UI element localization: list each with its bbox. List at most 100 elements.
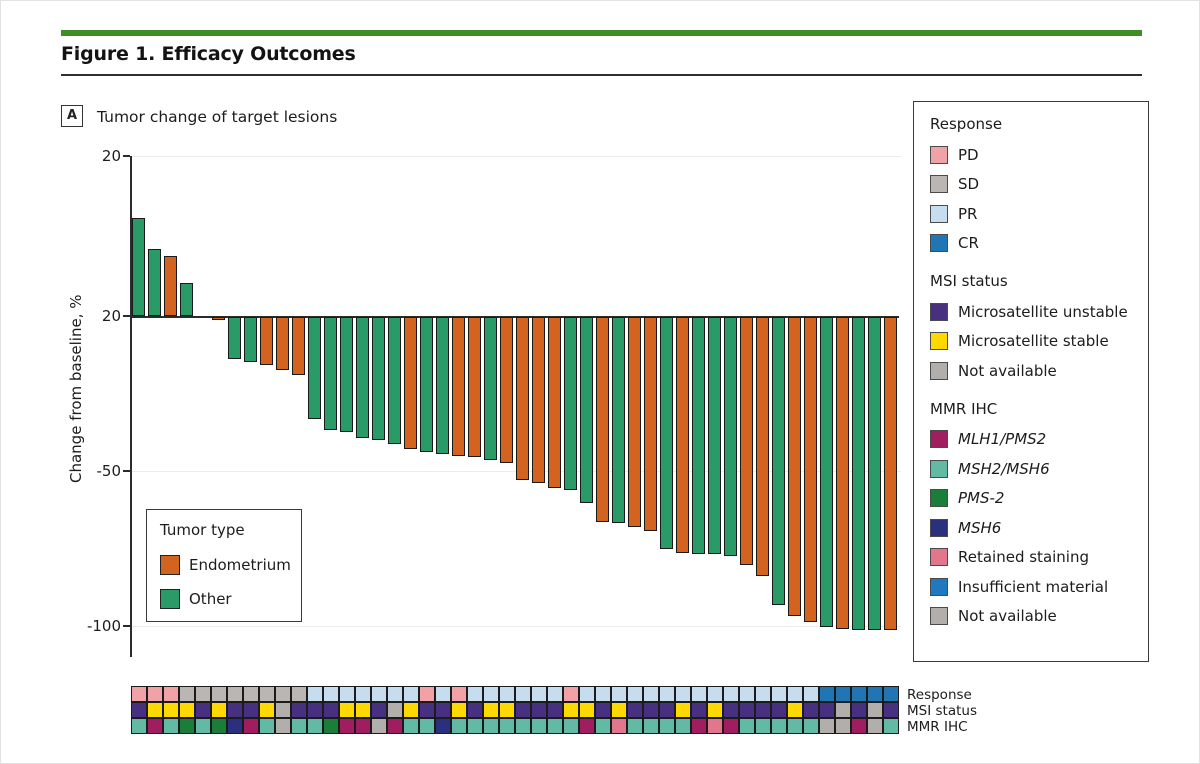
waterfall-bar xyxy=(212,317,225,321)
heatmap-cell xyxy=(707,702,723,718)
heatmap-cell xyxy=(227,718,243,734)
legend-item-label: Endometrium xyxy=(189,556,291,574)
heatmap-cell xyxy=(723,718,739,734)
y-tick-label: -50 xyxy=(96,462,122,480)
heatmap-cell xyxy=(835,686,851,702)
heatmap-cell xyxy=(307,686,323,702)
heatmap-cell xyxy=(323,702,339,718)
heatmap-cell xyxy=(387,718,403,734)
heatmap-cell xyxy=(243,718,259,734)
legend-item-label: Insufficient material xyxy=(958,577,1109,596)
legend-swatch xyxy=(930,548,948,567)
waterfall-bar xyxy=(676,317,689,553)
y-tick xyxy=(123,470,130,472)
heatmap-cell xyxy=(547,718,563,734)
heatmap-cell xyxy=(307,718,323,734)
legend-item: Microsatellite stable xyxy=(930,327,1148,357)
y-tick-label: 20 xyxy=(101,307,121,325)
waterfall-bar xyxy=(564,317,577,490)
legend-item: SD xyxy=(930,170,1148,200)
heatmap-cell xyxy=(403,718,419,734)
heatmap-cell xyxy=(531,702,547,718)
heatmap-cell xyxy=(531,686,547,702)
waterfall-bar xyxy=(772,317,785,606)
waterfall-bar xyxy=(420,317,433,452)
legend-section-title: MSI status xyxy=(930,272,1008,290)
legend-swatch xyxy=(930,430,948,449)
heatmap-cell xyxy=(739,702,755,718)
heatmap-cell xyxy=(243,702,259,718)
heatmap-cell xyxy=(499,702,515,718)
heatmap-cell xyxy=(339,702,355,718)
heatmap-cell xyxy=(387,686,403,702)
waterfall-bar xyxy=(644,317,657,531)
waterfall-bar xyxy=(628,317,641,527)
heatmap-cell xyxy=(227,686,243,702)
heatmap-cell xyxy=(515,686,531,702)
heatmap-cell xyxy=(627,718,643,734)
waterfall-bar xyxy=(500,317,513,463)
legend-swatch xyxy=(930,175,948,194)
panel-title: Tumor change of target lesions xyxy=(97,108,338,126)
title-divider xyxy=(61,74,1142,76)
heatmap-cell xyxy=(595,718,611,734)
waterfall-bar xyxy=(276,317,289,370)
heatmap-cell xyxy=(803,718,819,734)
waterfall-bar xyxy=(452,317,465,456)
heatmap-cell xyxy=(867,686,883,702)
heatmap-cell xyxy=(739,686,755,702)
waterfall-bar xyxy=(132,218,145,316)
waterfall-bar xyxy=(724,317,737,556)
waterfall-bar xyxy=(548,317,561,488)
heatmap-cell xyxy=(611,702,627,718)
heatmap-cell xyxy=(195,686,211,702)
legend-swatch xyxy=(930,332,948,351)
heatmap-cell xyxy=(579,702,595,718)
legend-swatch xyxy=(930,518,948,537)
legend-item: Not available xyxy=(930,356,1148,386)
waterfall-bar xyxy=(180,283,193,316)
heatmap-cell xyxy=(355,702,371,718)
heatmap-cell xyxy=(419,686,435,702)
legend-item: Retained staining xyxy=(930,543,1148,573)
waterfall-bar xyxy=(164,256,177,316)
y-axis-line xyxy=(130,156,132,657)
heatmap-cell xyxy=(291,686,307,702)
heatmap-cell xyxy=(787,702,803,718)
legend-section-title: MMR IHC xyxy=(930,399,998,418)
heatmap-cell xyxy=(675,686,691,702)
waterfall-bar xyxy=(324,317,337,431)
heatmap-cell xyxy=(275,686,291,702)
heatmap-cell xyxy=(643,702,659,718)
heatmap-cell xyxy=(659,686,675,702)
legend-item: MSH6 xyxy=(930,513,1148,543)
heatmap-cell xyxy=(547,702,563,718)
legend-item: Microsatellite unstable xyxy=(930,297,1148,327)
heatmap-cell xyxy=(787,718,803,734)
legend-swatch xyxy=(930,234,948,253)
heatmap-cell xyxy=(851,686,867,702)
heatmap-cell xyxy=(611,718,627,734)
legend-swatch xyxy=(930,607,948,626)
waterfall-bar xyxy=(836,317,849,629)
heatmap-cell xyxy=(803,686,819,702)
waterfall-bar xyxy=(436,317,449,455)
legend-item: Not available xyxy=(930,602,1148,632)
heatmap-cell xyxy=(179,686,195,702)
heatmap-cell xyxy=(707,718,723,734)
heatmap-cell xyxy=(419,702,435,718)
heatmap-cell xyxy=(435,702,451,718)
heatmap-cell xyxy=(563,702,579,718)
y-tick xyxy=(123,625,130,627)
waterfall-bar xyxy=(516,317,529,480)
waterfall-bar xyxy=(228,317,241,359)
waterfall-bar xyxy=(756,317,769,576)
waterfall-bar xyxy=(148,248,161,316)
waterfall-bar xyxy=(852,317,865,631)
heatmap-cell xyxy=(515,702,531,718)
heatmap-cell xyxy=(883,718,899,734)
legend-swatch xyxy=(930,302,948,321)
heatmap-cell xyxy=(403,702,419,718)
legend-item-label: Other xyxy=(189,590,232,608)
